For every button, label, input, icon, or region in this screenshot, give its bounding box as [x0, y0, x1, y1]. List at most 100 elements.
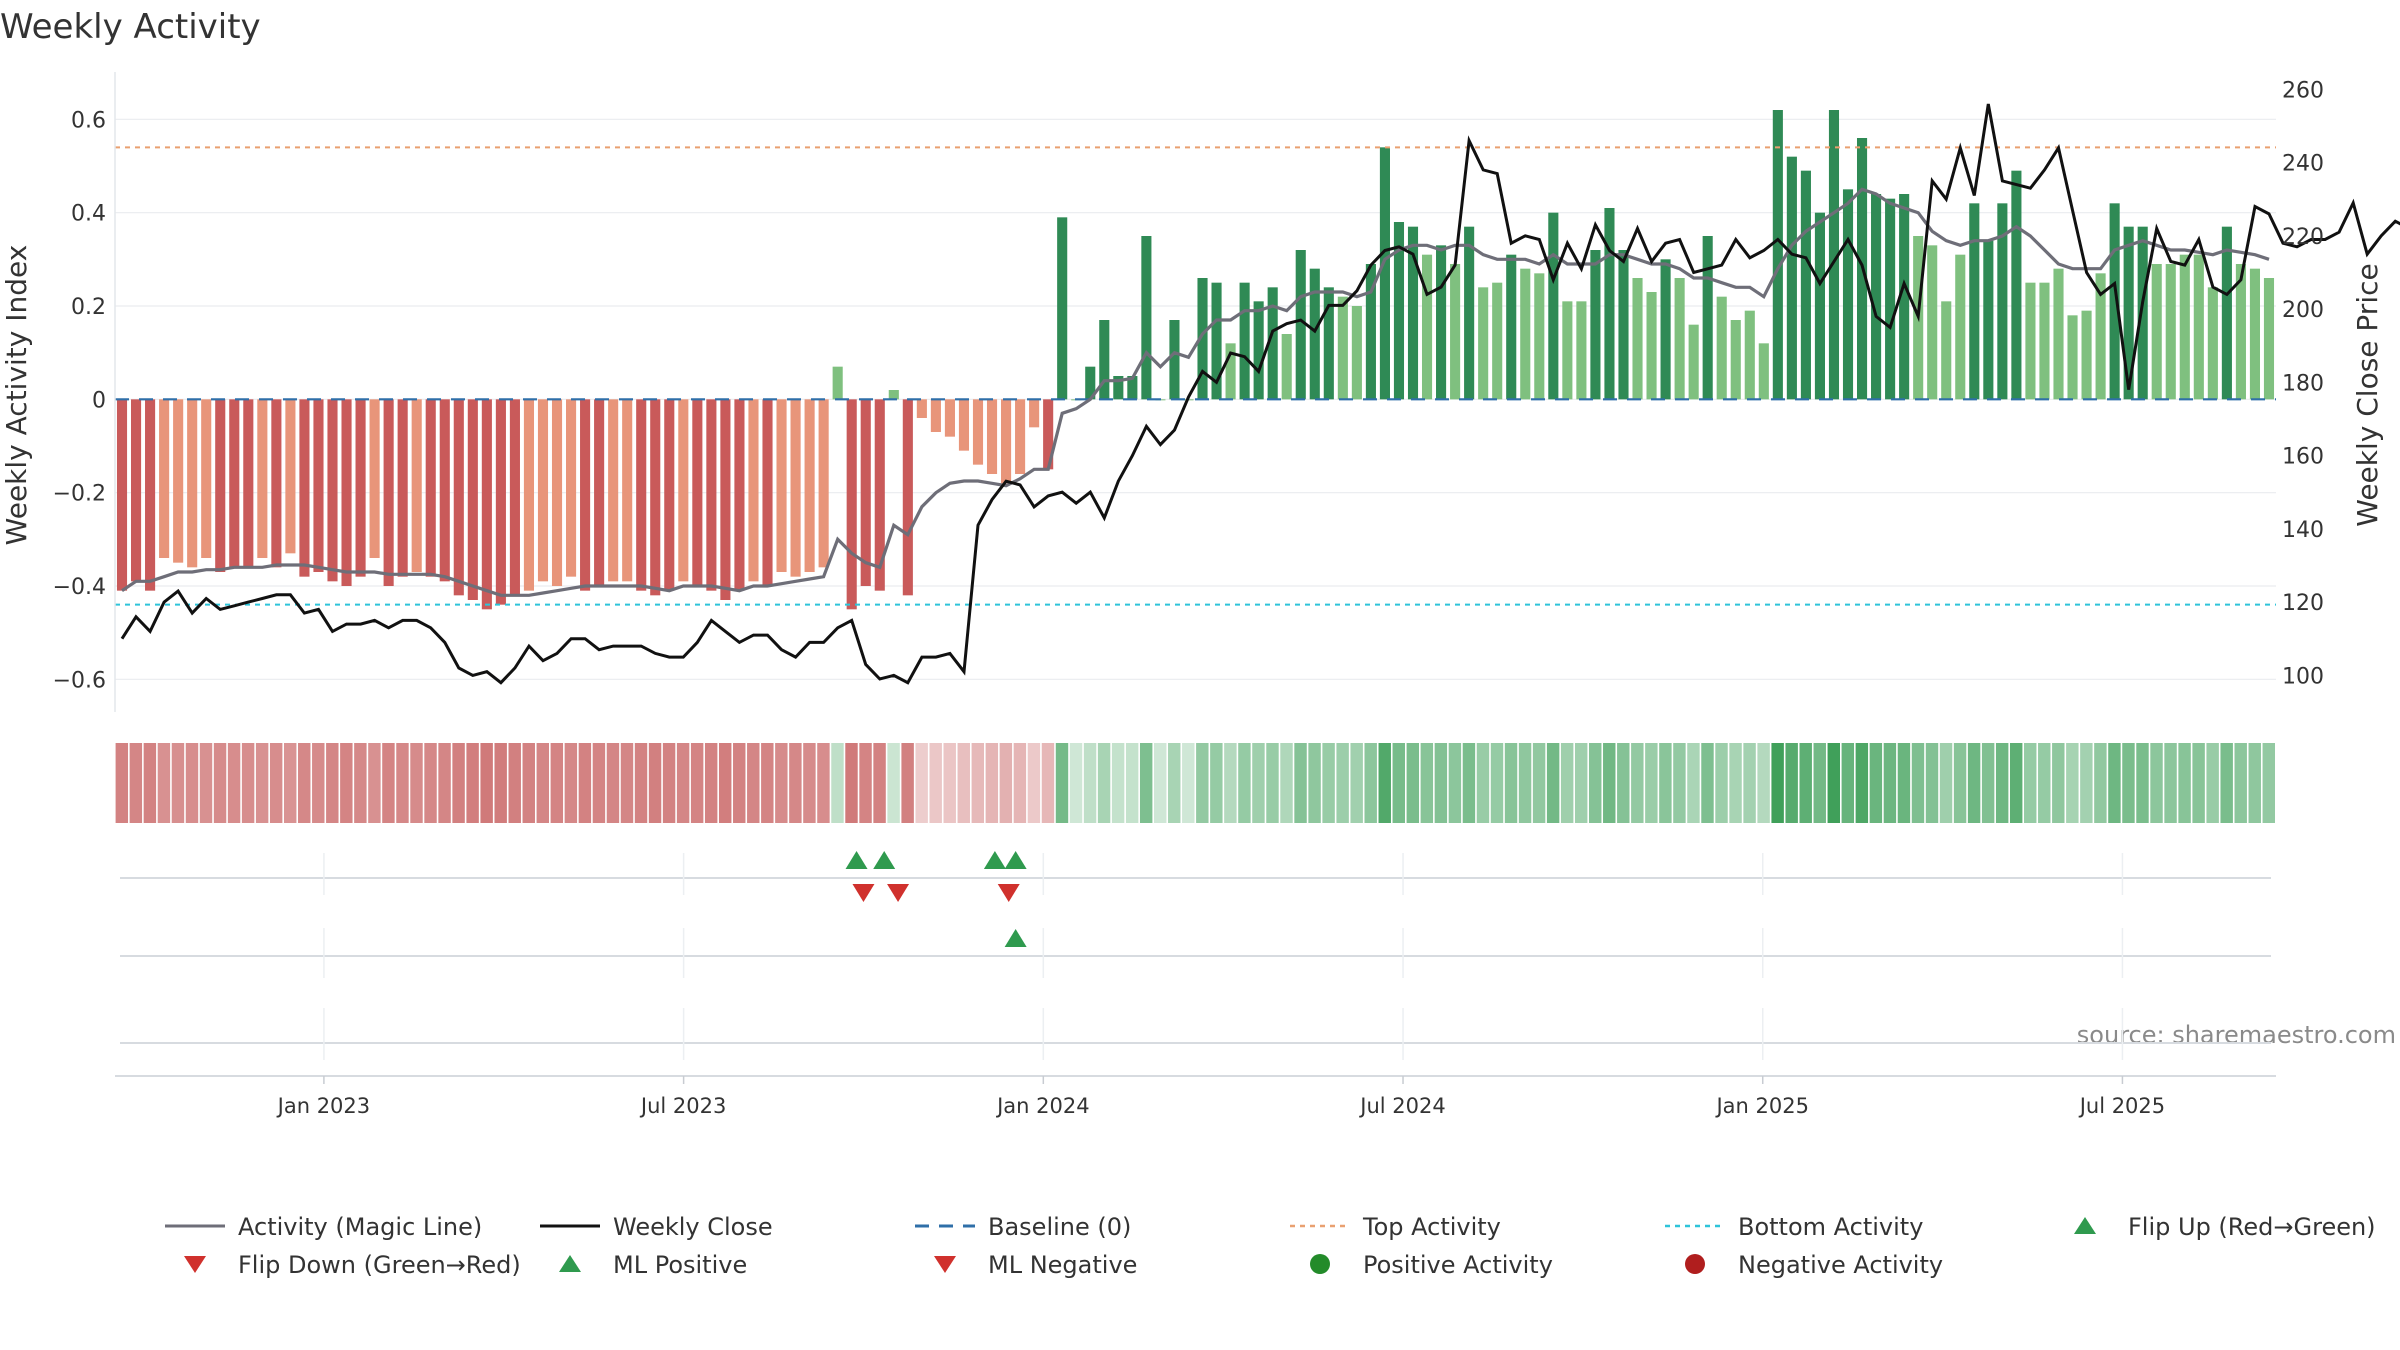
- heat-cell: [452, 743, 465, 823]
- heat-cell: [1378, 743, 1391, 823]
- heat-cell: [1406, 743, 1420, 823]
- heat-cell: [1981, 743, 1995, 823]
- activity-bar: [734, 399, 745, 591]
- legend-swatch: [184, 1256, 206, 1273]
- activity-bar: [1632, 278, 1643, 400]
- legend-item-baseline: Baseline (0): [915, 1213, 1131, 1241]
- activity-bar: [594, 399, 605, 586]
- activity-bar: [2123, 226, 2134, 400]
- activity-bar: [1295, 250, 1306, 400]
- heat-cell: [648, 743, 662, 823]
- activity-bar: [116, 399, 128, 591]
- x-tick-label: Jul 2024: [1358, 1094, 1445, 1118]
- legend-swatch: [2074, 1217, 2096, 1234]
- heat-cell: [1715, 743, 1728, 823]
- y2-tick-label: 140: [2282, 518, 2324, 543]
- activity-bar: [2165, 264, 2176, 400]
- activity-bar: [902, 399, 913, 596]
- heat-cell: [1603, 743, 1616, 823]
- activity-bar: [706, 399, 717, 591]
- activity-bar: [1758, 343, 1769, 400]
- heat-cell: [1546, 743, 1560, 823]
- heat-cell: [283, 743, 297, 823]
- heat-cell: [761, 743, 774, 823]
- activity-bar: [537, 399, 549, 582]
- heat-cell: [662, 743, 676, 823]
- heat-cell: [1308, 743, 1321, 823]
- activity-bar: [509, 399, 520, 596]
- heat-cell: [1027, 743, 1041, 823]
- activity-bar: [1997, 203, 2008, 400]
- activity-bar: [1197, 278, 1208, 400]
- activity-bar: [1716, 296, 1727, 400]
- activity-bar: [257, 399, 268, 558]
- activity-bar: [2053, 268, 2064, 400]
- heat-cell: [1883, 743, 1897, 823]
- legend-swatch: [559, 1255, 581, 1272]
- activity-bar: [1127, 376, 1138, 400]
- ml-negative-marker: [997, 884, 1020, 902]
- activity-bar: [215, 399, 226, 572]
- source-credit: source: sharemaestro.com: [2077, 1021, 2396, 1049]
- activity-bar: [1436, 245, 1447, 400]
- legend-item-bottom: Bottom Activity: [1665, 1213, 1923, 1241]
- y2-tick-label: 180: [2282, 371, 2324, 396]
- heat-cell: [354, 743, 367, 823]
- heat-cell: [522, 743, 535, 823]
- heat-cell: [1069, 743, 1083, 823]
- y-axis-label: Weekly Activity Index: [0, 245, 33, 546]
- heat-cell: [1967, 743, 1981, 823]
- activity-bar: [692, 399, 703, 586]
- signal-panels: [115, 851, 2276, 1077]
- heat-cell: [831, 743, 844, 823]
- heat-cell: [129, 743, 143, 823]
- activity-bar: [1576, 301, 1587, 400]
- activity-bar: [481, 399, 492, 610]
- heat-cell: [1252, 743, 1265, 823]
- heat-cell: [817, 743, 830, 823]
- legend-item-flipup: Flip Up (Red→Green): [2074, 1213, 2376, 1241]
- heat-cell: [480, 743, 493, 823]
- heat-cell: [1617, 743, 1630, 823]
- heat-cell: [2024, 743, 2037, 823]
- y2-tick-label: 160: [2282, 445, 2324, 470]
- activity-bars: [116, 110, 2275, 610]
- activity-bar: [1660, 259, 1671, 400]
- heat-cell: [1322, 743, 1335, 823]
- activity-bar: [804, 399, 815, 572]
- heat-cell: [2052, 743, 2065, 823]
- heat-cell: [1939, 743, 1953, 823]
- activity-bar: [1828, 110, 1840, 400]
- activity-bar: [2067, 315, 2078, 400]
- activity-bar: [369, 399, 380, 558]
- heat-cell: [1350, 743, 1363, 823]
- ml-negative-marker: [852, 884, 875, 902]
- heat-cell: [368, 743, 381, 823]
- activity-bar: [1983, 240, 1994, 400]
- legend-label: Top Activity: [1362, 1213, 1501, 1241]
- heat-cell: [999, 743, 1013, 823]
- heat-cell: [1041, 743, 1055, 823]
- heat-cell: [1083, 743, 1097, 823]
- legend-label: ML Positive: [613, 1251, 747, 1279]
- heat-cell: [1743, 743, 1756, 823]
- magic-line: [121, 187, 2270, 597]
- legend-item-posact: Positive Activity: [1310, 1251, 1553, 1279]
- activity-bar: [187, 399, 198, 568]
- ml-positive-marker: [845, 851, 868, 869]
- heat-cell: [957, 743, 970, 823]
- legend-item-magic: Activity (Magic Line): [165, 1213, 482, 1241]
- activity-bar: [1969, 203, 1980, 400]
- activity-bar: [1351, 306, 1362, 400]
- heat-cell: [1813, 743, 1826, 823]
- heat-cell: [1799, 743, 1812, 823]
- heat-cell: [424, 743, 437, 823]
- heat-cell: [606, 743, 620, 823]
- heat-cell: [2080, 743, 2093, 823]
- heat-cell: [1280, 743, 1293, 823]
- y2-tick-label: 240: [2282, 152, 2324, 177]
- heat-cell: [1476, 743, 1490, 823]
- x-tick-label: Jan 2024: [995, 1094, 1090, 1118]
- activity-bar: [762, 399, 773, 586]
- activity-bar: [1379, 147, 1390, 400]
